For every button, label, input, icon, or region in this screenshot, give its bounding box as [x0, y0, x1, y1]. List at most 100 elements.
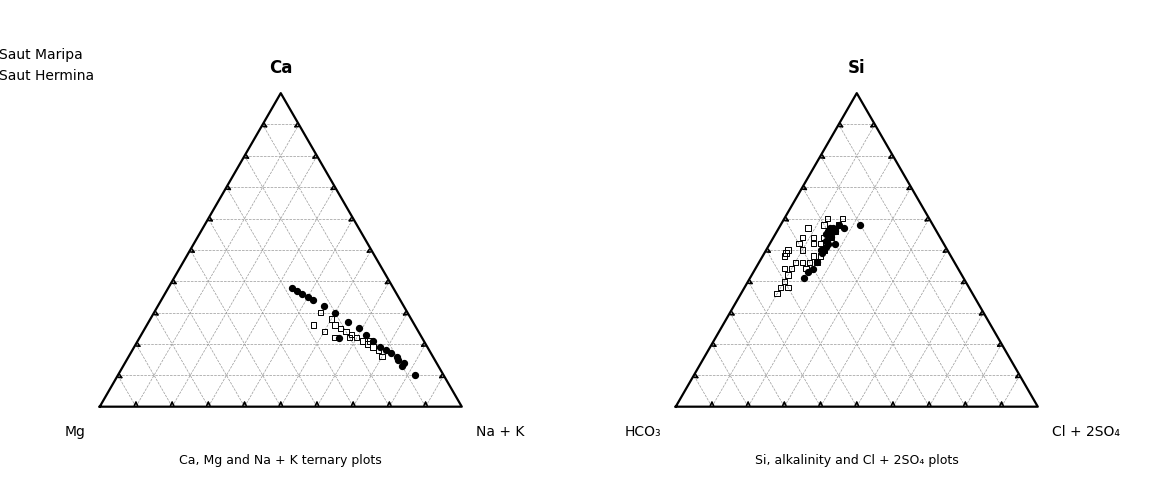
- Point: [804, 234, 823, 242]
- Point: [304, 321, 323, 329]
- Point: [786, 258, 804, 266]
- Point: [826, 227, 844, 235]
- Point: [819, 215, 838, 223]
- Point: [326, 321, 344, 329]
- Point: [339, 318, 357, 326]
- Point: [824, 224, 842, 232]
- Point: [779, 283, 797, 291]
- Point: [817, 230, 835, 238]
- Point: [851, 221, 870, 229]
- Point: [779, 246, 797, 254]
- Point: [819, 240, 838, 248]
- Point: [382, 350, 401, 358]
- Point: [813, 249, 832, 257]
- Point: [364, 343, 382, 351]
- Point: [811, 246, 829, 254]
- Point: [775, 252, 794, 260]
- Point: [826, 227, 844, 235]
- Point: [801, 258, 819, 266]
- Point: [314, 302, 333, 310]
- Text: Ca, Mg and Na + K ternary plots: Ca, Mg and Na + K ternary plots: [180, 454, 382, 467]
- Point: [794, 234, 812, 242]
- Text: Si, alkalinity and Cl + 2SO₄ plots: Si, alkalinity and Cl + 2SO₄ plots: [755, 454, 958, 467]
- Point: [314, 328, 333, 336]
- Point: [811, 240, 829, 248]
- Point: [820, 224, 839, 232]
- Point: [829, 221, 848, 229]
- Text: Mg: Mg: [65, 425, 85, 439]
- Point: [298, 293, 317, 301]
- Point: [835, 224, 854, 232]
- Point: [782, 265, 801, 273]
- Point: [311, 309, 329, 317]
- Point: [387, 353, 406, 361]
- Text: Ca: Ca: [270, 59, 293, 77]
- Point: [814, 246, 833, 254]
- Point: [326, 334, 344, 342]
- Point: [323, 315, 341, 323]
- Point: [358, 340, 377, 348]
- Point: [326, 309, 344, 317]
- Point: [329, 334, 348, 342]
- Point: [389, 356, 408, 364]
- Point: [304, 296, 323, 304]
- Point: [361, 337, 379, 345]
- Point: [798, 224, 817, 232]
- Point: [826, 240, 844, 248]
- Point: [794, 246, 812, 254]
- Point: [373, 353, 392, 361]
- Point: [364, 337, 382, 345]
- Point: [779, 271, 797, 279]
- Point: [814, 234, 833, 242]
- Point: [294, 290, 312, 298]
- Point: [776, 249, 795, 257]
- Point: [819, 227, 838, 235]
- Point: [775, 277, 794, 285]
- Point: [336, 328, 355, 336]
- Point: [377, 346, 395, 354]
- Point: [794, 258, 812, 266]
- Point: [772, 283, 790, 291]
- Point: [804, 252, 823, 260]
- Point: [353, 337, 371, 345]
- Point: [349, 324, 367, 332]
- Point: [817, 237, 835, 245]
- Point: [393, 362, 411, 370]
- Point: [804, 240, 823, 248]
- Point: [829, 221, 848, 229]
- Text: Na + K: Na + K: [476, 425, 524, 439]
- Point: [357, 331, 376, 339]
- Point: [775, 265, 794, 273]
- Point: [789, 240, 808, 248]
- Point: [768, 290, 787, 298]
- Point: [814, 246, 833, 254]
- Point: [395, 359, 414, 367]
- Text: Cl + 2SO₄: Cl + 2SO₄: [1052, 425, 1120, 439]
- Point: [819, 240, 838, 248]
- Point: [406, 372, 424, 379]
- Point: [282, 283, 301, 291]
- Point: [804, 265, 823, 273]
- Text: Si: Si: [848, 59, 865, 77]
- Point: [817, 243, 835, 251]
- Point: [348, 334, 366, 342]
- Text: HCO₃: HCO₃: [624, 425, 661, 439]
- Point: [371, 343, 389, 351]
- Point: [797, 265, 816, 273]
- Point: [820, 230, 839, 238]
- Point: [823, 234, 841, 242]
- Legend: Saut Maripa, Saut Hermina: Saut Maripa, Saut Hermina: [0, 48, 94, 83]
- Point: [814, 221, 833, 229]
- Point: [370, 346, 388, 354]
- Point: [288, 287, 306, 295]
- Point: [795, 274, 813, 282]
- Point: [808, 258, 826, 266]
- Point: [342, 331, 361, 339]
- Point: [798, 268, 817, 276]
- Point: [808, 258, 826, 266]
- Point: [332, 324, 350, 332]
- Point: [833, 215, 851, 223]
- Point: [811, 252, 829, 260]
- Point: [340, 334, 358, 342]
- Point: [823, 234, 841, 242]
